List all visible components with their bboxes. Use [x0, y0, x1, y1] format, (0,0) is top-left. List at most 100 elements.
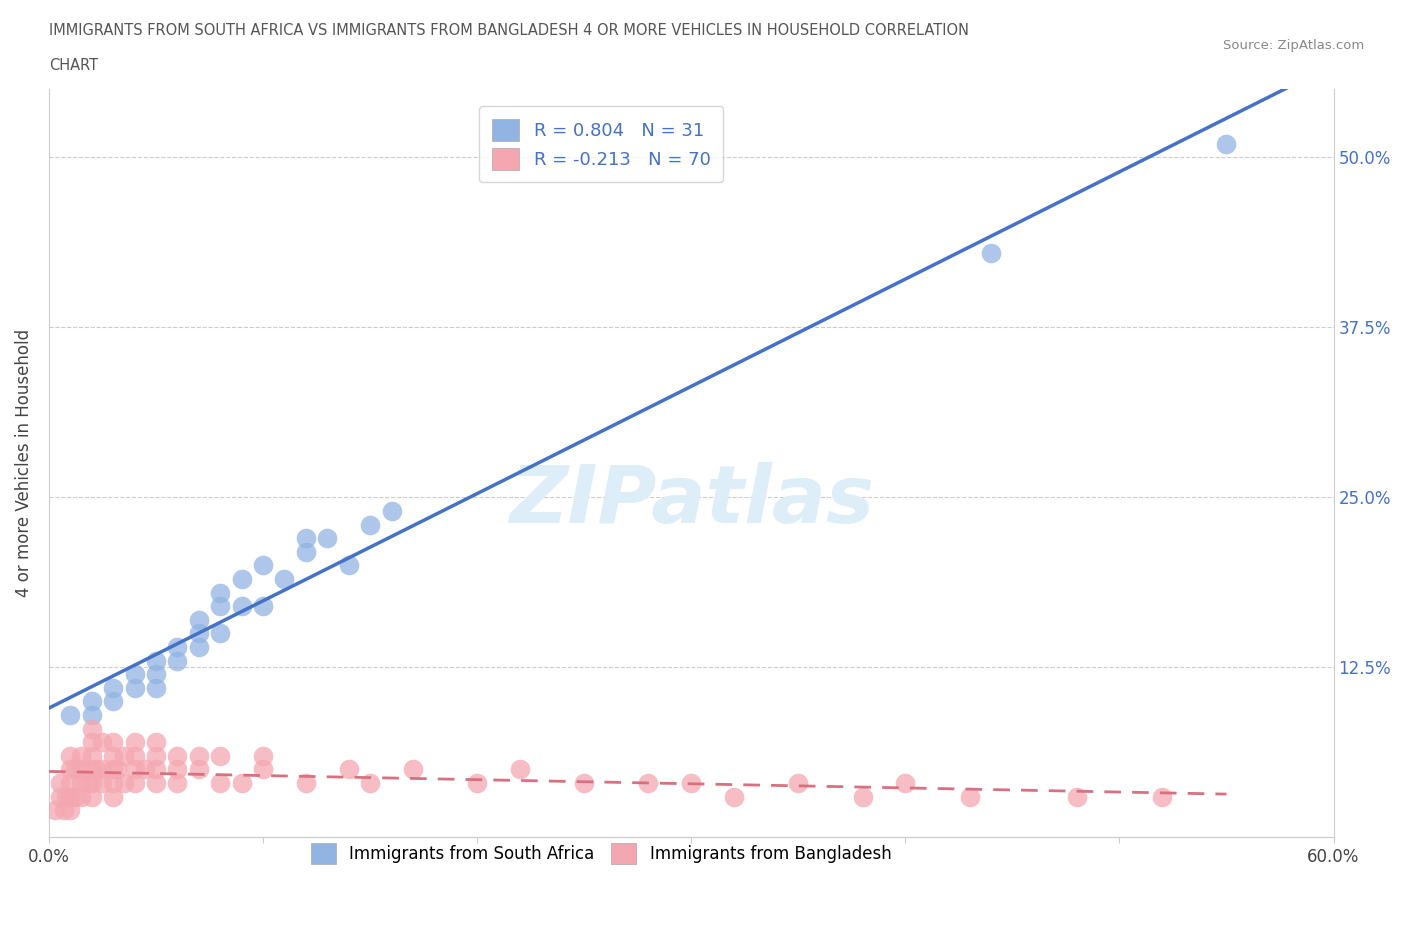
- Point: [70, 749, 93, 764]
- Point: [187, 749, 209, 764]
- Point: [70, 776, 93, 790]
- Point: [124, 762, 146, 777]
- Point: [48, 790, 70, 804]
- Point: [295, 776, 318, 790]
- Point: [59, 762, 82, 777]
- Y-axis label: 4 or more Vehicles in Household: 4 or more Vehicles in Household: [15, 329, 32, 597]
- Point: [166, 762, 188, 777]
- Point: [80, 721, 103, 736]
- Point: [70, 790, 93, 804]
- Point: [145, 653, 167, 668]
- Point: [681, 776, 703, 790]
- Point: [103, 681, 125, 696]
- Point: [91, 762, 114, 777]
- Point: [231, 572, 253, 587]
- Point: [59, 790, 82, 804]
- Point: [44, 803, 66, 817]
- Point: [103, 694, 125, 709]
- Point: [252, 749, 274, 764]
- Point: [359, 517, 381, 532]
- Point: [70, 762, 93, 777]
- Point: [84, 762, 107, 777]
- Point: [209, 599, 232, 614]
- Point: [112, 749, 135, 764]
- Point: [209, 585, 232, 600]
- Point: [124, 667, 146, 682]
- Text: IMMIGRANTS FROM SOUTH AFRICA VS IMMIGRANTS FROM BANGLADESH 4 OR MORE VEHICLES IN: IMMIGRANTS FROM SOUTH AFRICA VS IMMIGRAN…: [49, 23, 969, 38]
- Point: [231, 776, 253, 790]
- Point: [380, 503, 402, 518]
- Point: [359, 776, 381, 790]
- Point: [166, 640, 188, 655]
- Point: [103, 762, 125, 777]
- Point: [231, 599, 253, 614]
- Point: [145, 681, 167, 696]
- Point: [402, 762, 425, 777]
- Legend: Immigrants from South Africa, Immigrants from Bangladesh: Immigrants from South Africa, Immigrants…: [305, 837, 898, 870]
- Point: [80, 749, 103, 764]
- Point: [145, 735, 167, 750]
- Point: [252, 762, 274, 777]
- Point: [134, 762, 156, 777]
- Point: [145, 776, 167, 790]
- Point: [59, 749, 82, 764]
- Point: [59, 708, 82, 723]
- Point: [851, 790, 873, 804]
- Point: [80, 694, 103, 709]
- Point: [273, 572, 295, 587]
- Point: [91, 735, 114, 750]
- Point: [76, 776, 98, 790]
- Point: [80, 790, 103, 804]
- Point: [80, 762, 103, 777]
- Point: [55, 790, 77, 804]
- Point: [187, 626, 209, 641]
- Point: [187, 640, 209, 655]
- Point: [103, 749, 125, 764]
- Point: [166, 776, 188, 790]
- Point: [209, 776, 232, 790]
- Text: ZIPatlas: ZIPatlas: [509, 462, 873, 539]
- Point: [894, 776, 917, 790]
- Point: [316, 531, 339, 546]
- Point: [723, 790, 745, 804]
- Point: [187, 762, 209, 777]
- Point: [166, 749, 188, 764]
- Point: [1152, 790, 1174, 804]
- Point: [107, 762, 129, 777]
- Point: [980, 246, 1002, 260]
- Point: [252, 558, 274, 573]
- Point: [959, 790, 981, 804]
- Point: [124, 776, 146, 790]
- Point: [337, 762, 360, 777]
- Point: [48, 776, 70, 790]
- Point: [59, 776, 82, 790]
- Point: [145, 667, 167, 682]
- Point: [574, 776, 596, 790]
- Point: [252, 599, 274, 614]
- Point: [80, 735, 103, 750]
- Point: [337, 558, 360, 573]
- Point: [124, 735, 146, 750]
- Point: [209, 626, 232, 641]
- Point: [112, 776, 135, 790]
- Point: [187, 612, 209, 627]
- Point: [63, 790, 86, 804]
- Point: [124, 749, 146, 764]
- Point: [637, 776, 659, 790]
- Point: [1215, 137, 1237, 152]
- Point: [465, 776, 488, 790]
- Point: [80, 776, 103, 790]
- Text: Source: ZipAtlas.com: Source: ZipAtlas.com: [1223, 39, 1364, 52]
- Point: [509, 762, 531, 777]
- Point: [787, 776, 810, 790]
- Point: [80, 708, 103, 723]
- Point: [52, 803, 75, 817]
- Point: [295, 544, 318, 559]
- Point: [63, 762, 86, 777]
- Point: [124, 681, 146, 696]
- Point: [295, 531, 318, 546]
- Point: [103, 776, 125, 790]
- Text: CHART: CHART: [49, 58, 98, 73]
- Point: [145, 749, 167, 764]
- Point: [103, 735, 125, 750]
